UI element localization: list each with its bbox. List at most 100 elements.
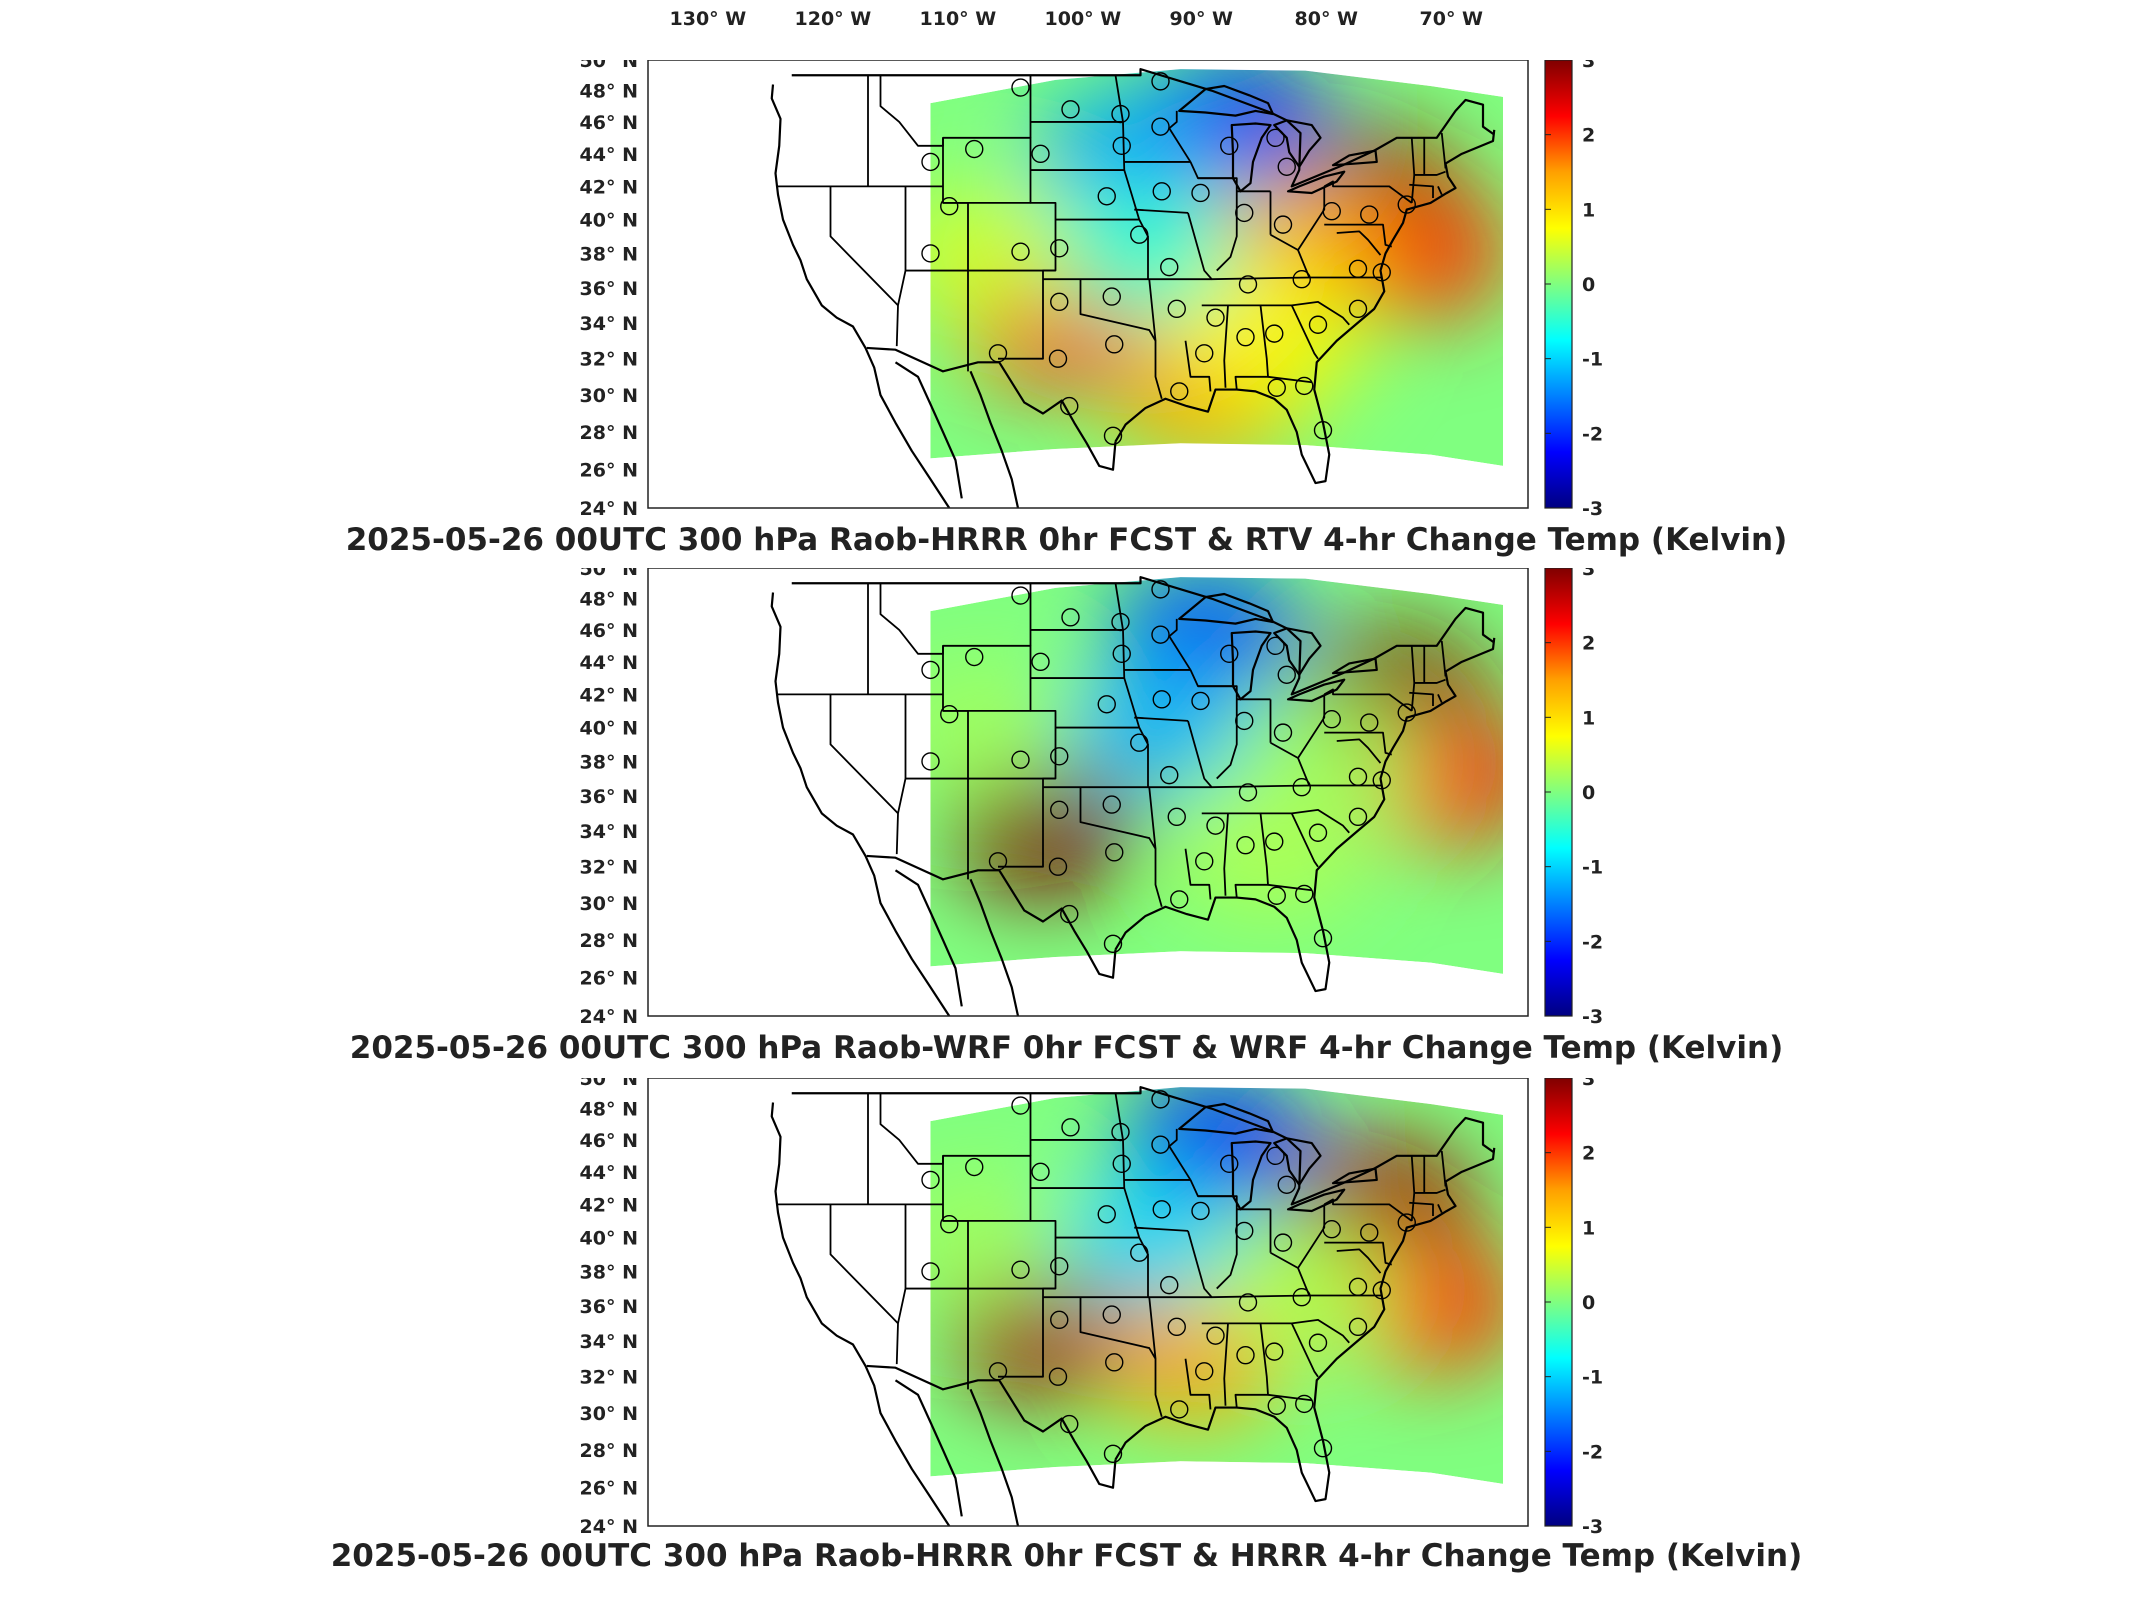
map-panel: 50° N 48° N 46° N 44° N 42° N 40° N 38° N 36° N… [0, 60, 2133, 570]
raob-stations [921, 1090, 1416, 1464]
station-marker [1111, 104, 1130, 124]
station-marker [1105, 1353, 1124, 1372]
station-marker [1295, 1394, 1314, 1414]
lon-tick-label: 90° W [1169, 8, 1234, 30]
lon-tick-label: 110° W [919, 8, 997, 30]
station-marker [1267, 1396, 1286, 1415]
station-marker [1206, 1326, 1225, 1345]
lat-tick-label: 38° N [580, 751, 638, 773]
map-boundaries [770, 576, 1496, 1017]
station-marker [1238, 1293, 1258, 1312]
station-marker [1105, 843, 1124, 862]
station-marker [1130, 733, 1149, 752]
station-marker [1112, 644, 1131, 664]
lat-tick-label: 30° N [580, 385, 638, 407]
colorbar-tick-label: 2 [1582, 633, 1595, 655]
station-marker [1360, 205, 1379, 224]
station-marker [921, 1170, 940, 1190]
colorbar-tick-label: -1 [1582, 349, 1603, 371]
lat-tick-label: 50° N [580, 1078, 638, 1090]
station-marker [965, 1157, 984, 1177]
station-marker [1050, 800, 1069, 820]
station-marker [1061, 1118, 1080, 1137]
station-marker [1105, 335, 1124, 354]
station-marker [1277, 665, 1296, 684]
station-marker [1151, 580, 1170, 599]
station-marker [1160, 1275, 1179, 1295]
temperature-change-field [930, 69, 1503, 466]
lon-tick-label: 80° W [1294, 8, 1359, 30]
station-marker [1130, 225, 1149, 244]
station-marker [1050, 747, 1069, 766]
station-marker [1130, 1243, 1149, 1262]
station-marker [1048, 349, 1068, 368]
panel-title: 2025-05-26 00UTC 300 hPa Raob-HRRR 0hr F… [330, 1538, 1803, 1574]
station-marker [1397, 1213, 1416, 1232]
station-marker [1031, 144, 1050, 164]
station-marker [1235, 203, 1254, 223]
station-marker [1313, 421, 1333, 440]
colorbar-tick-label: 0 [1582, 1292, 1595, 1314]
lat-tick-label: 36° N [580, 278, 638, 300]
station-marker [940, 705, 959, 724]
station-marker [1348, 1317, 1368, 1337]
station-marker [1103, 426, 1123, 446]
station-marker [1360, 713, 1379, 732]
station-marker [1050, 239, 1069, 258]
station-marker [1151, 625, 1170, 644]
station-marker [1295, 376, 1314, 396]
station-marker [1112, 1154, 1131, 1174]
station-marker [1277, 1175, 1296, 1194]
station-marker [1102, 795, 1121, 814]
colorbar-tick-label: -2 [1582, 931, 1603, 953]
station-marker [1220, 1154, 1239, 1174]
colorbar-tick-label: 1 [1582, 1217, 1595, 1239]
station-marker [1011, 586, 1030, 605]
panel-title: 2025-05-26 00UTC 300 hPa Raob-WRF 0hr FC… [349, 1030, 1784, 1066]
lat-tick-label: 40° N [580, 718, 638, 740]
lat-tick-label: 46° N [580, 1130, 638, 1152]
station-marker [921, 1262, 940, 1281]
station-marker [1236, 1345, 1255, 1365]
station-marker [1372, 1281, 1391, 1300]
station-marker [1050, 292, 1069, 312]
station-marker [1372, 771, 1391, 790]
colorbar-tick-label: -2 [1582, 423, 1603, 445]
station-marker [1360, 1223, 1379, 1242]
station-marker [1266, 1146, 1285, 1166]
lat-tick-label: 40° N [580, 1228, 638, 1250]
map-svg: 50° N 48° N 46° N 44° N 42° N 40° N 38° N 36° N… [580, 568, 1603, 1028]
station-marker [1266, 128, 1285, 148]
colorbar-tick-label: -1 [1582, 1367, 1603, 1389]
station-marker [1060, 396, 1079, 416]
station-marker [921, 660, 940, 680]
station-marker [1277, 157, 1296, 176]
station-marker [1372, 263, 1391, 282]
station-marker [1160, 257, 1179, 277]
station-marker [1170, 382, 1189, 401]
field-region [1235, 693, 1426, 830]
lat-tick-label: 48° N [580, 589, 638, 611]
field-region [1198, 168, 1388, 305]
colorbar-tick-label: -3 [1582, 1006, 1603, 1028]
colorbar-tick-label: -3 [1582, 1516, 1603, 1538]
station-marker [1238, 783, 1258, 802]
station-marker [1220, 136, 1239, 156]
station-marker [1236, 835, 1255, 855]
station-marker [921, 752, 940, 771]
lat-tick-label: 44° N [580, 652, 638, 674]
lon-tick-label: 70° W [1419, 8, 1484, 30]
station-marker [1265, 324, 1284, 343]
station-marker [1167, 299, 1186, 319]
station-marker [1267, 378, 1286, 397]
station-marker [1061, 608, 1080, 627]
colorbar-tick-label: 2 [1582, 125, 1595, 147]
lat-tick-label: 30° N [580, 893, 638, 915]
lat-tick-label: 44° N [580, 144, 638, 166]
station-marker [921, 244, 940, 263]
map-boundaries [770, 68, 1496, 509]
station-marker [1048, 1367, 1068, 1386]
station-marker [1397, 703, 1416, 722]
station-marker [1266, 636, 1285, 656]
colorbar-tick-label: 1 [1582, 199, 1595, 221]
